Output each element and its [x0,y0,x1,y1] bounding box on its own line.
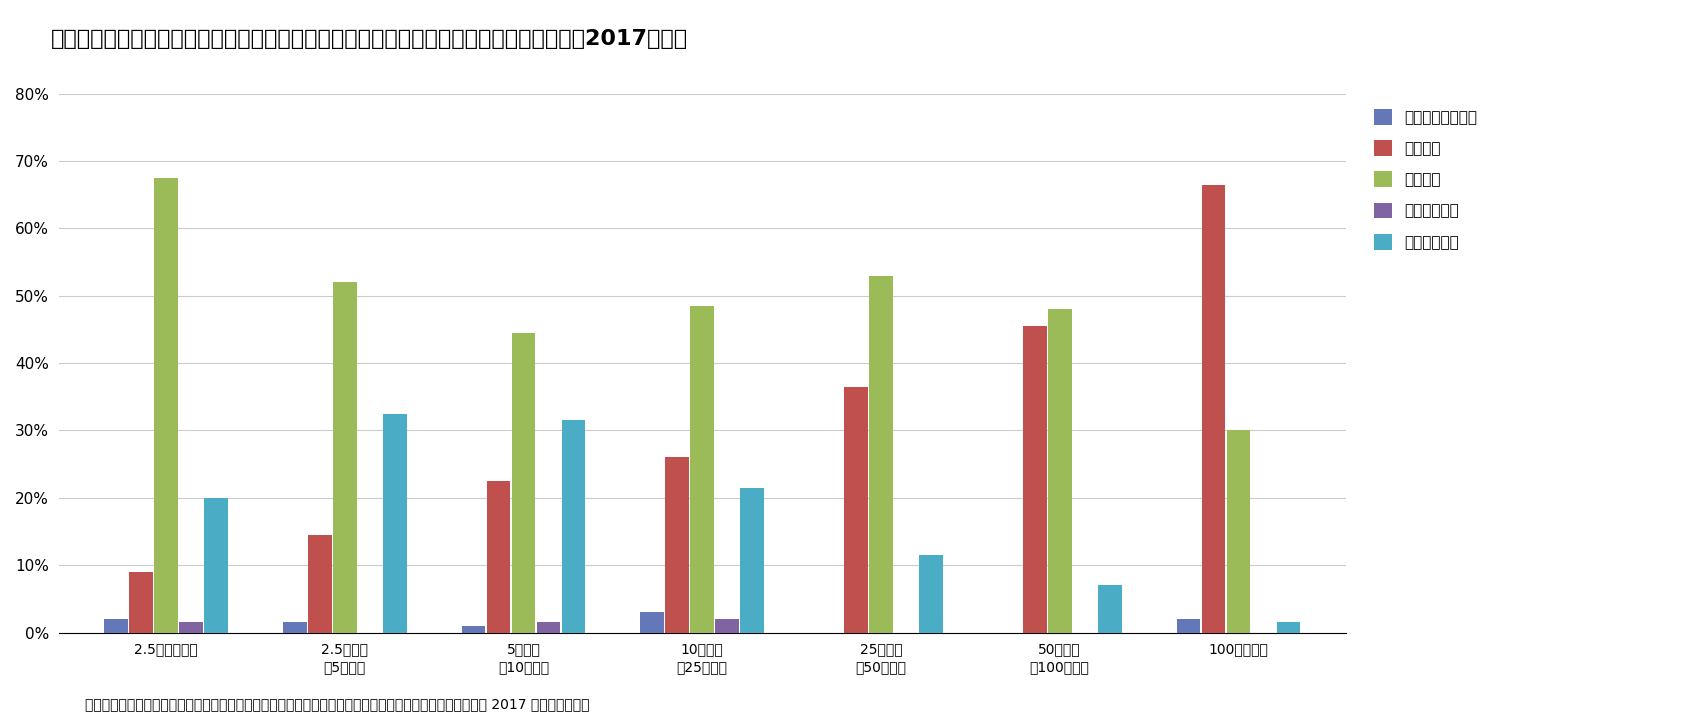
Bar [283,622,307,632]
Bar [309,535,331,632]
Bar [1226,431,1250,632]
Bar [740,488,764,632]
Bar [919,555,943,632]
Bar [1202,184,1226,632]
Bar [462,626,486,632]
Bar [691,306,714,632]
Bar [537,622,561,632]
Bar [512,333,535,632]
Bar [1049,309,1072,632]
Bar [1098,585,1122,632]
Bar [561,420,585,632]
Bar [130,572,153,632]
Bar [104,619,128,632]
Bar [1023,326,1047,632]
Bar [1176,619,1200,632]
Text: 図表３　管理運用資産区分ごとのアウトソーシング実施会社の保険会社タイプ別構成比（2017年末）: 図表３ 管理運用資産区分ごとのアウトソーシング実施会社の保険会社タイプ別構成比（… [51,29,689,49]
Bar [716,619,740,632]
Text: （資料）米国保険監督官協会資本市場局「米国保険業界のグループ外の投資運用会社へのアウトソーシング 2017 年末」より転載: （資料）米国保険監督官協会資本市場局「米国保険業界のグループ外の投資運用会社への… [85,698,590,711]
Bar [665,457,689,632]
Bar [844,387,868,632]
Bar [870,275,893,632]
Bar [179,622,203,632]
Bar [1277,622,1301,632]
Bar [384,414,407,632]
Legend: フラターナル組合, 生保会社, 損保会社, 権限保険会社, 医療保険会社: フラターナル組合, 生保会社, 損保会社, 権限保険会社, 医療保険会社 [1366,101,1485,258]
Bar [486,481,510,632]
Bar [332,282,356,632]
Bar [153,178,177,632]
Bar [641,612,663,632]
Bar [205,498,228,632]
